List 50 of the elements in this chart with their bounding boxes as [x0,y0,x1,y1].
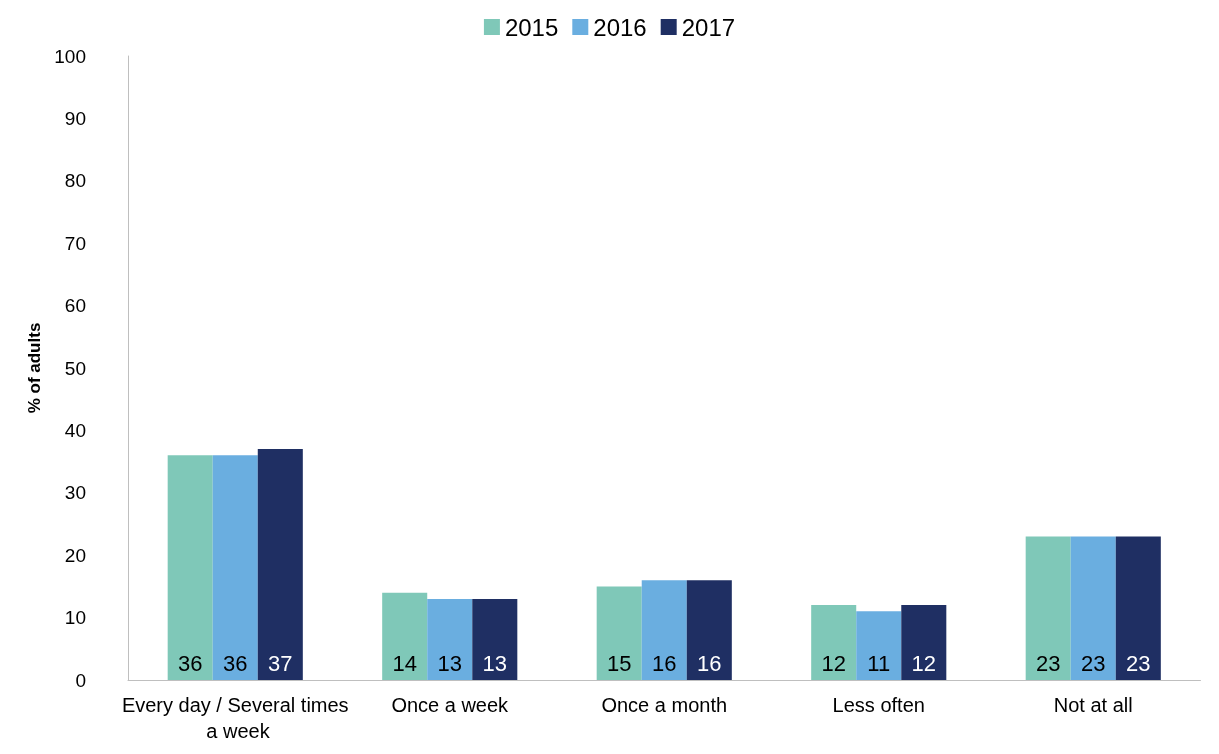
y-tick-label: 40 [64,419,86,441]
y-tick-label: 10 [64,607,86,629]
data-label: 23 [1126,650,1151,676]
data-label: 14 [392,650,417,676]
y-tick-label: 50 [64,357,86,379]
bar [167,455,213,680]
data-label: 11 [867,650,891,676]
bar [257,449,303,680]
y-tick-label: 100 [54,45,86,67]
bar [901,605,947,680]
bar [212,455,258,680]
y-tick-label: 20 [64,544,86,566]
data-label: 12 [821,650,846,676]
y-tick-label: 70 [64,232,86,254]
data-label: 16 [697,650,722,676]
data-label: 16 [652,650,677,676]
y-tick-label: 0 [75,669,86,691]
bar [811,605,857,680]
bar [1025,536,1071,680]
bar [596,586,642,680]
bar [686,580,732,680]
bar [382,592,428,680]
y-tick-label: 30 [64,482,86,504]
x-tick-label: Every day / Several times a week [121,694,349,742]
data-label: 23 [1081,650,1106,676]
data-label: 36 [223,650,248,676]
data-label: 15 [606,650,632,676]
x-tick-label: Once a month [601,694,728,716]
y-tick-label: 80 [64,170,86,192]
y-tick-label: 60 [64,295,86,317]
bar [472,598,518,680]
data-label: 36 [177,650,203,676]
y-tick-label: 90 [64,107,86,129]
x-tick-label: Less often [832,694,925,716]
data-label: 12 [911,650,937,676]
bar [856,611,902,680]
bar [427,598,473,680]
data-label: 37 [268,650,293,676]
bar [1070,536,1116,680]
legend-label: 2015 [504,13,559,41]
legend-label: 2016 [593,13,647,41]
data-label: 13 [437,650,462,676]
bar [641,580,687,680]
data-label: 13 [482,650,508,676]
x-tick-label: Once a week [391,694,510,716]
bar [1115,536,1161,680]
legend-label: 2017 [681,13,736,41]
data-label: 23 [1035,650,1061,676]
y-axis-title: % of adults [25,322,45,414]
x-tick-label: Not at all [1053,694,1133,716]
